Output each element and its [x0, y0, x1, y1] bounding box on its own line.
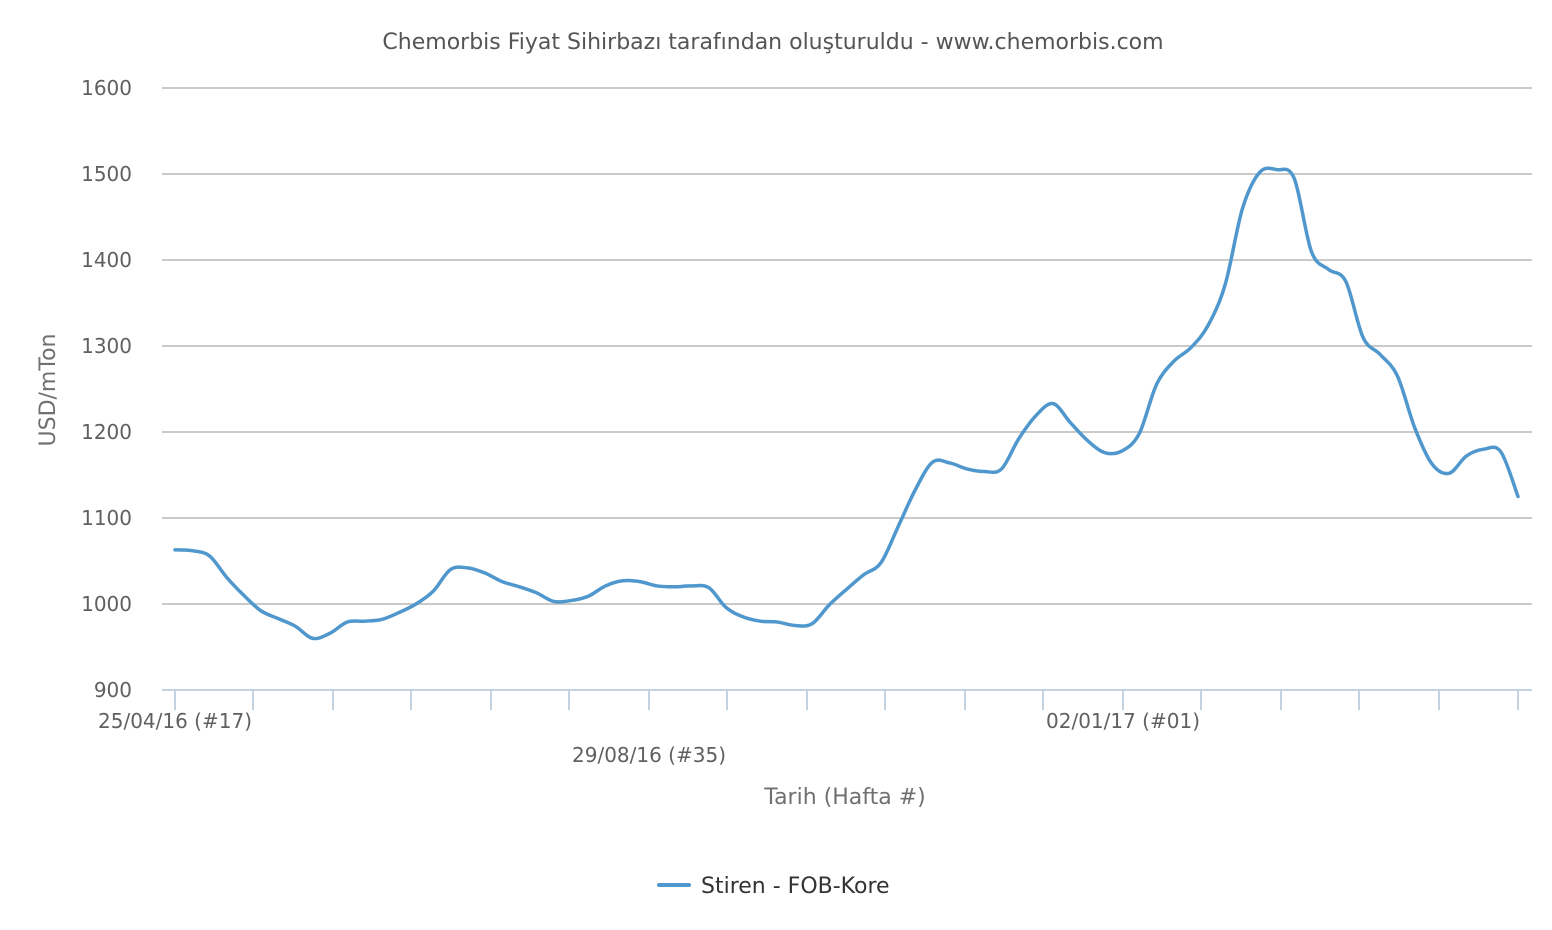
- y-tick-label-1300: 1300: [81, 334, 132, 358]
- y-tick-label-1600: 1600: [81, 76, 132, 100]
- series-line-0[interactable]: [173, 166, 1520, 641]
- y-tick-label-1400: 1400: [81, 248, 132, 272]
- legend[interactable]: Stiren - FOB-Kore: [657, 874, 890, 899]
- series-layer: [173, 166, 1520, 641]
- y-axis-ticks: 900 1000 1100 1200 1300 1400 1500 1600: [81, 76, 132, 702]
- x-tick-label-0: 25/04/16 (#17): [98, 709, 252, 733]
- y-tick-label-1100: 1100: [81, 506, 132, 530]
- y-tick-label-900: 900: [94, 678, 132, 702]
- x-tick-label-2: 02/01/17 (#01): [1046, 709, 1200, 733]
- y-tick-label-1000: 1000: [81, 592, 132, 616]
- x-tick-label-1: 29/08/16 (#35): [572, 743, 726, 767]
- grid-layer: [162, 87, 1532, 605]
- legend-label-stiren-fob-kore[interactable]: Stiren - FOB-Kore: [701, 874, 890, 899]
- x-axis: 25/04/16 (#17) 29/08/16 (#35) 02/01/17 (#0…: [98, 689, 1532, 767]
- x-axis-title: Tarih (Hafta #): [763, 785, 925, 810]
- chart-title: Chemorbis Fiyat Sihirbazı tarafından olu…: [382, 30, 1163, 55]
- y-axis-title: USD/mTon: [36, 334, 61, 447]
- y-tick-label-1200: 1200: [81, 420, 132, 444]
- y-tick-label-1500: 1500: [81, 162, 132, 186]
